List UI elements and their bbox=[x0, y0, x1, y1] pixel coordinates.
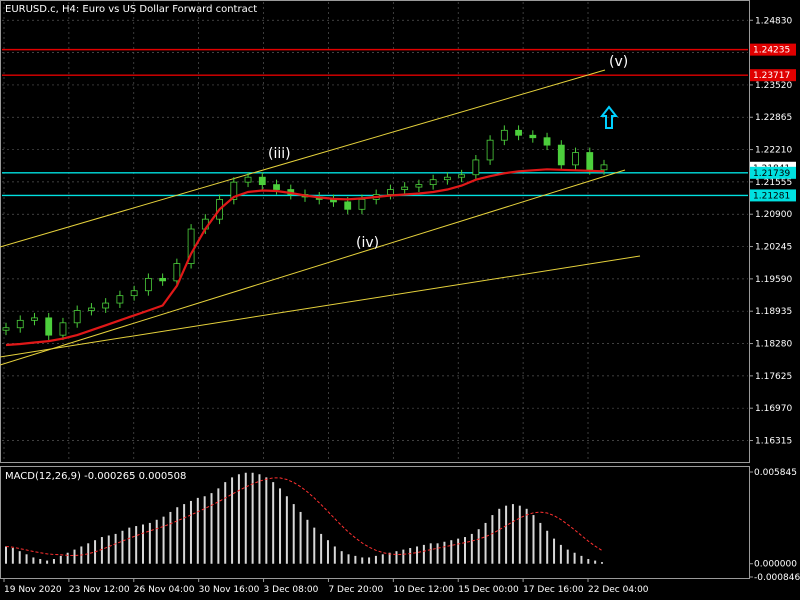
candle-body bbox=[586, 152, 594, 171]
macd-histogram bbox=[5, 472, 603, 564]
wave-label-iv: (iv) bbox=[356, 235, 379, 251]
candle-body bbox=[88, 307, 95, 311]
candle-body bbox=[529, 134, 537, 139]
time-tick-label: 22 Dec 04:00 bbox=[588, 585, 649, 595]
price-tick-label: 1.22865 bbox=[755, 113, 792, 123]
wave-label-v: (v) bbox=[609, 54, 628, 70]
candle-body bbox=[116, 295, 124, 304]
candle-body bbox=[443, 176, 451, 181]
time-tick-label: 30 Nov 16:00 bbox=[199, 585, 260, 595]
candle-body bbox=[358, 199, 366, 210]
price-label-box bbox=[750, 43, 796, 56]
macd-tick-label: -0.000846 bbox=[754, 573, 800, 583]
candle-body bbox=[244, 176, 252, 183]
trend-line[interactable] bbox=[0, 169, 626, 366]
chart-title: EURUSD.c, H4: Euro vs US Dollar Forward … bbox=[5, 4, 257, 15]
price-tick-label: 1.16970 bbox=[755, 404, 792, 414]
price-label-text: 1.23717 bbox=[753, 71, 790, 81]
candle-body bbox=[572, 152, 579, 166]
grid bbox=[2, 2, 748, 461]
candle-body bbox=[159, 277, 167, 282]
candle-body bbox=[500, 129, 508, 141]
candle-body bbox=[258, 176, 266, 186]
macd-tick-label: 0.000000 bbox=[754, 560, 797, 570]
candle-body bbox=[515, 129, 522, 136]
price-tick-label: 1.24830 bbox=[755, 16, 792, 26]
price-tick-label: 1.21555 bbox=[755, 178, 792, 188]
time-axis-ticks: 19 Nov 2020 23 Nov 12:00 26 Nov 04:00 30 No… bbox=[3, 578, 649, 595]
price-label-box bbox=[750, 69, 796, 82]
time-tick-label: 15 Dec 00:00 bbox=[458, 585, 519, 595]
candle-body bbox=[600, 164, 608, 171]
price-label-box bbox=[750, 166, 796, 179]
candle-body bbox=[273, 184, 280, 190]
moving-average-line bbox=[5, 168, 605, 347]
macd-signal-line bbox=[5, 477, 603, 557]
time-tick-label: 19 Nov 2020 bbox=[4, 585, 62, 595]
trend-line[interactable] bbox=[0, 69, 606, 248]
candle-body bbox=[73, 310, 81, 324]
price-tick-label: 1.17625 bbox=[755, 372, 792, 382]
horizontal-levels[interactable] bbox=[2, 48, 748, 197]
candle-body bbox=[472, 159, 480, 176]
price-tick-label: 1.16315 bbox=[755, 437, 792, 447]
price-label-text: 1.21281 bbox=[753, 191, 790, 201]
ma-line bbox=[5, 168, 605, 347]
candle-body bbox=[458, 174, 466, 178]
candle-body bbox=[16, 319, 24, 329]
up-arrow-icon bbox=[599, 105, 619, 129]
macd-signal bbox=[5, 477, 603, 557]
price-tick-label: 1.20900 bbox=[755, 210, 792, 220]
macd-label: MACD(12,26,9) -0.000265 0.000508 bbox=[5, 471, 186, 482]
price-tick-label: 1.22210 bbox=[755, 146, 792, 156]
time-tick-label: 23 Nov 12:00 bbox=[69, 585, 130, 595]
trend-line[interactable] bbox=[0, 255, 641, 358]
candle-body bbox=[59, 322, 67, 336]
time-tick-label: 17 Dec 16:00 bbox=[523, 585, 584, 595]
candle-body bbox=[144, 277, 152, 292]
price-tick-label: 1.19590 bbox=[755, 275, 792, 285]
time-tick-label: 7 Dec 20:00 bbox=[328, 585, 383, 595]
price-label-box bbox=[750, 189, 796, 202]
price-tick-label: 1.20245 bbox=[755, 243, 792, 253]
candle-body bbox=[486, 139, 494, 161]
candle-body bbox=[130, 290, 138, 297]
wave-label-iii: (iii) bbox=[268, 146, 291, 162]
price-label-text: 1.24235 bbox=[753, 46, 790, 56]
candle-body bbox=[31, 317, 38, 321]
candle-body bbox=[415, 184, 423, 188]
candle-body bbox=[173, 263, 181, 282]
price-tick-label: 1.18280 bbox=[755, 340, 792, 350]
trend-channel[interactable] bbox=[0, 69, 641, 366]
candle-body bbox=[543, 137, 551, 146]
price-candles bbox=[2, 125, 608, 341]
candle-body bbox=[344, 201, 352, 210]
candle-body bbox=[102, 302, 110, 309]
candle-body bbox=[2, 327, 10, 331]
candle-body bbox=[387, 189, 394, 195]
candle-body bbox=[45, 317, 53, 336]
macd-tick-label: 0.005845 bbox=[754, 468, 797, 478]
time-tick-label: 3 Dec 08:00 bbox=[264, 585, 319, 595]
price-tick-label: 1.23520 bbox=[755, 81, 792, 91]
candle-body bbox=[230, 181, 238, 200]
candle-body bbox=[401, 186, 409, 190]
price-tick-label: 1.18935 bbox=[755, 307, 792, 317]
time-tick-label: 26 Nov 04:00 bbox=[134, 585, 195, 595]
candle-body bbox=[557, 144, 565, 166]
time-tick-label: 10 Dec 12:00 bbox=[393, 585, 454, 595]
price-panel-frame bbox=[0, 0, 750, 463]
macd-axis-ticks: 0.005845 0.000000 -0.000846 bbox=[749, 468, 800, 583]
macd-panel-frame bbox=[0, 466, 750, 579]
candle-body bbox=[429, 179, 437, 186]
price-label-text: 1.21739 bbox=[753, 169, 790, 179]
